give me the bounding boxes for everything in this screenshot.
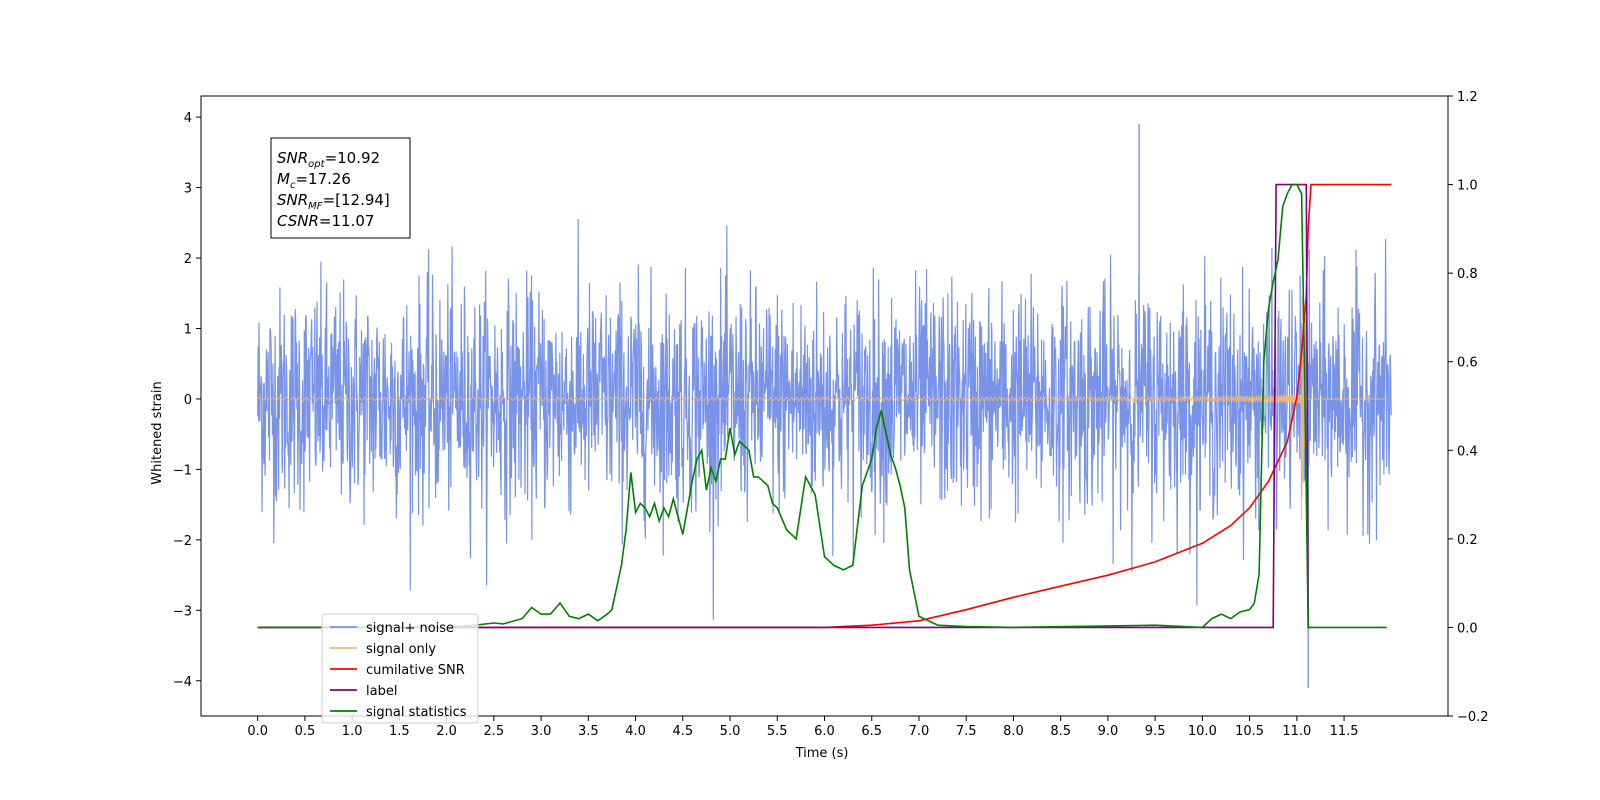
y-right-tick-label: −0.2 [1457,710,1489,725]
x-tick-label: 7.0 [909,724,930,739]
x-tick-label: 2.0 [436,724,457,739]
y-left-tick-label: 2 [184,252,192,267]
x-tick-label: 1.0 [342,724,363,739]
x-tick-label: 2.5 [484,724,505,739]
y-right-tick-label: 0.0 [1457,621,1478,636]
x-tick-label: 11.5 [1330,724,1359,739]
legend-label: signal only [366,642,436,657]
legend-label: signal statistics [366,705,467,720]
x-tick-label: 6.0 [814,724,835,739]
annotation-line: SNRMF=[12.94] [277,191,390,212]
plot-area [257,124,1392,688]
x-tick-label: 3.5 [578,724,599,739]
axes: 0.0 0.5 1.0 1.5 2.0 2.5 3.0 3.5 4.0 4.5 5.0 5.5 6.0 6… [173,90,1489,739]
y-left-tick-label: 1 [184,323,192,338]
legend-label: cumilative SNR [366,663,465,678]
y-left-tick-label: 4 [184,111,192,126]
legend: signal+ noise signal only cumilative SNR la… [321,613,479,724]
annotation-line: CSNR=11.07 [277,212,374,230]
x-tick-label: 4.0 [625,724,646,739]
x-tick-label: 8.0 [1003,724,1024,739]
y-right-tick-label: 0.2 [1457,533,1478,548]
x-tick-label: 9.5 [1145,724,1166,739]
y-right-tick-label: 0.8 [1457,267,1478,282]
y-left-tick-label: 3 [184,182,192,197]
y-right-tick-label: 1.2 [1457,90,1478,105]
x-tick-label: 6.5 [861,724,882,739]
x-tick-label: 7.5 [956,724,977,739]
annotation-box: SNRopt=10.92Mc=17.26SNRMF=[12.94]CSNR=11… [270,137,411,239]
y-left-tick-label: −2 [173,534,192,549]
legend-label: signal+ noise [366,621,454,636]
x-tick-label: 0.5 [295,724,316,739]
y-right-tick-label: 1.0 [1457,179,1478,194]
x-tick-label: 11.0 [1282,724,1311,739]
y-right-tick-label: 0.6 [1457,356,1478,371]
x-tick-label: 0.0 [247,724,268,739]
series-signal-statistics-line [257,183,1387,629]
x-tick-label: 5.5 [767,724,788,739]
y-left-tick-label: −3 [173,604,192,619]
x-axis-label: Time (s) [795,746,849,761]
y-left-tick-label: −4 [173,675,192,690]
annotation-frame [270,137,411,239]
x-tick-label: 4.5 [672,724,693,739]
x-tick-label: 10.0 [1188,724,1217,739]
annotation-line: SNRopt=10.92 [277,149,380,170]
x-tick-label: 3.0 [531,724,552,739]
x-tick-label: 5.0 [720,724,741,739]
legend-frame [321,613,479,724]
x-tick-label: 8.5 [1050,724,1071,739]
legend-label: label [366,684,397,699]
y-left-tick-label: −1 [173,463,192,478]
series-cumulative-snr-line [257,183,1392,629]
y-axis-label: Whitened strain [150,381,165,484]
series-signal-noise-line [257,218,1392,620]
x-tick-label: 1.5 [389,724,410,739]
annotation-line: Mc=17.26 [277,170,351,191]
y-right-tick-label: 0.4 [1457,444,1478,459]
y-left-tick-label: 0 [184,393,192,408]
x-tick-label: 9.0 [1098,724,1119,739]
x-tick-label: 10.5 [1235,724,1264,739]
series-signal-only-line [257,295,1387,521]
